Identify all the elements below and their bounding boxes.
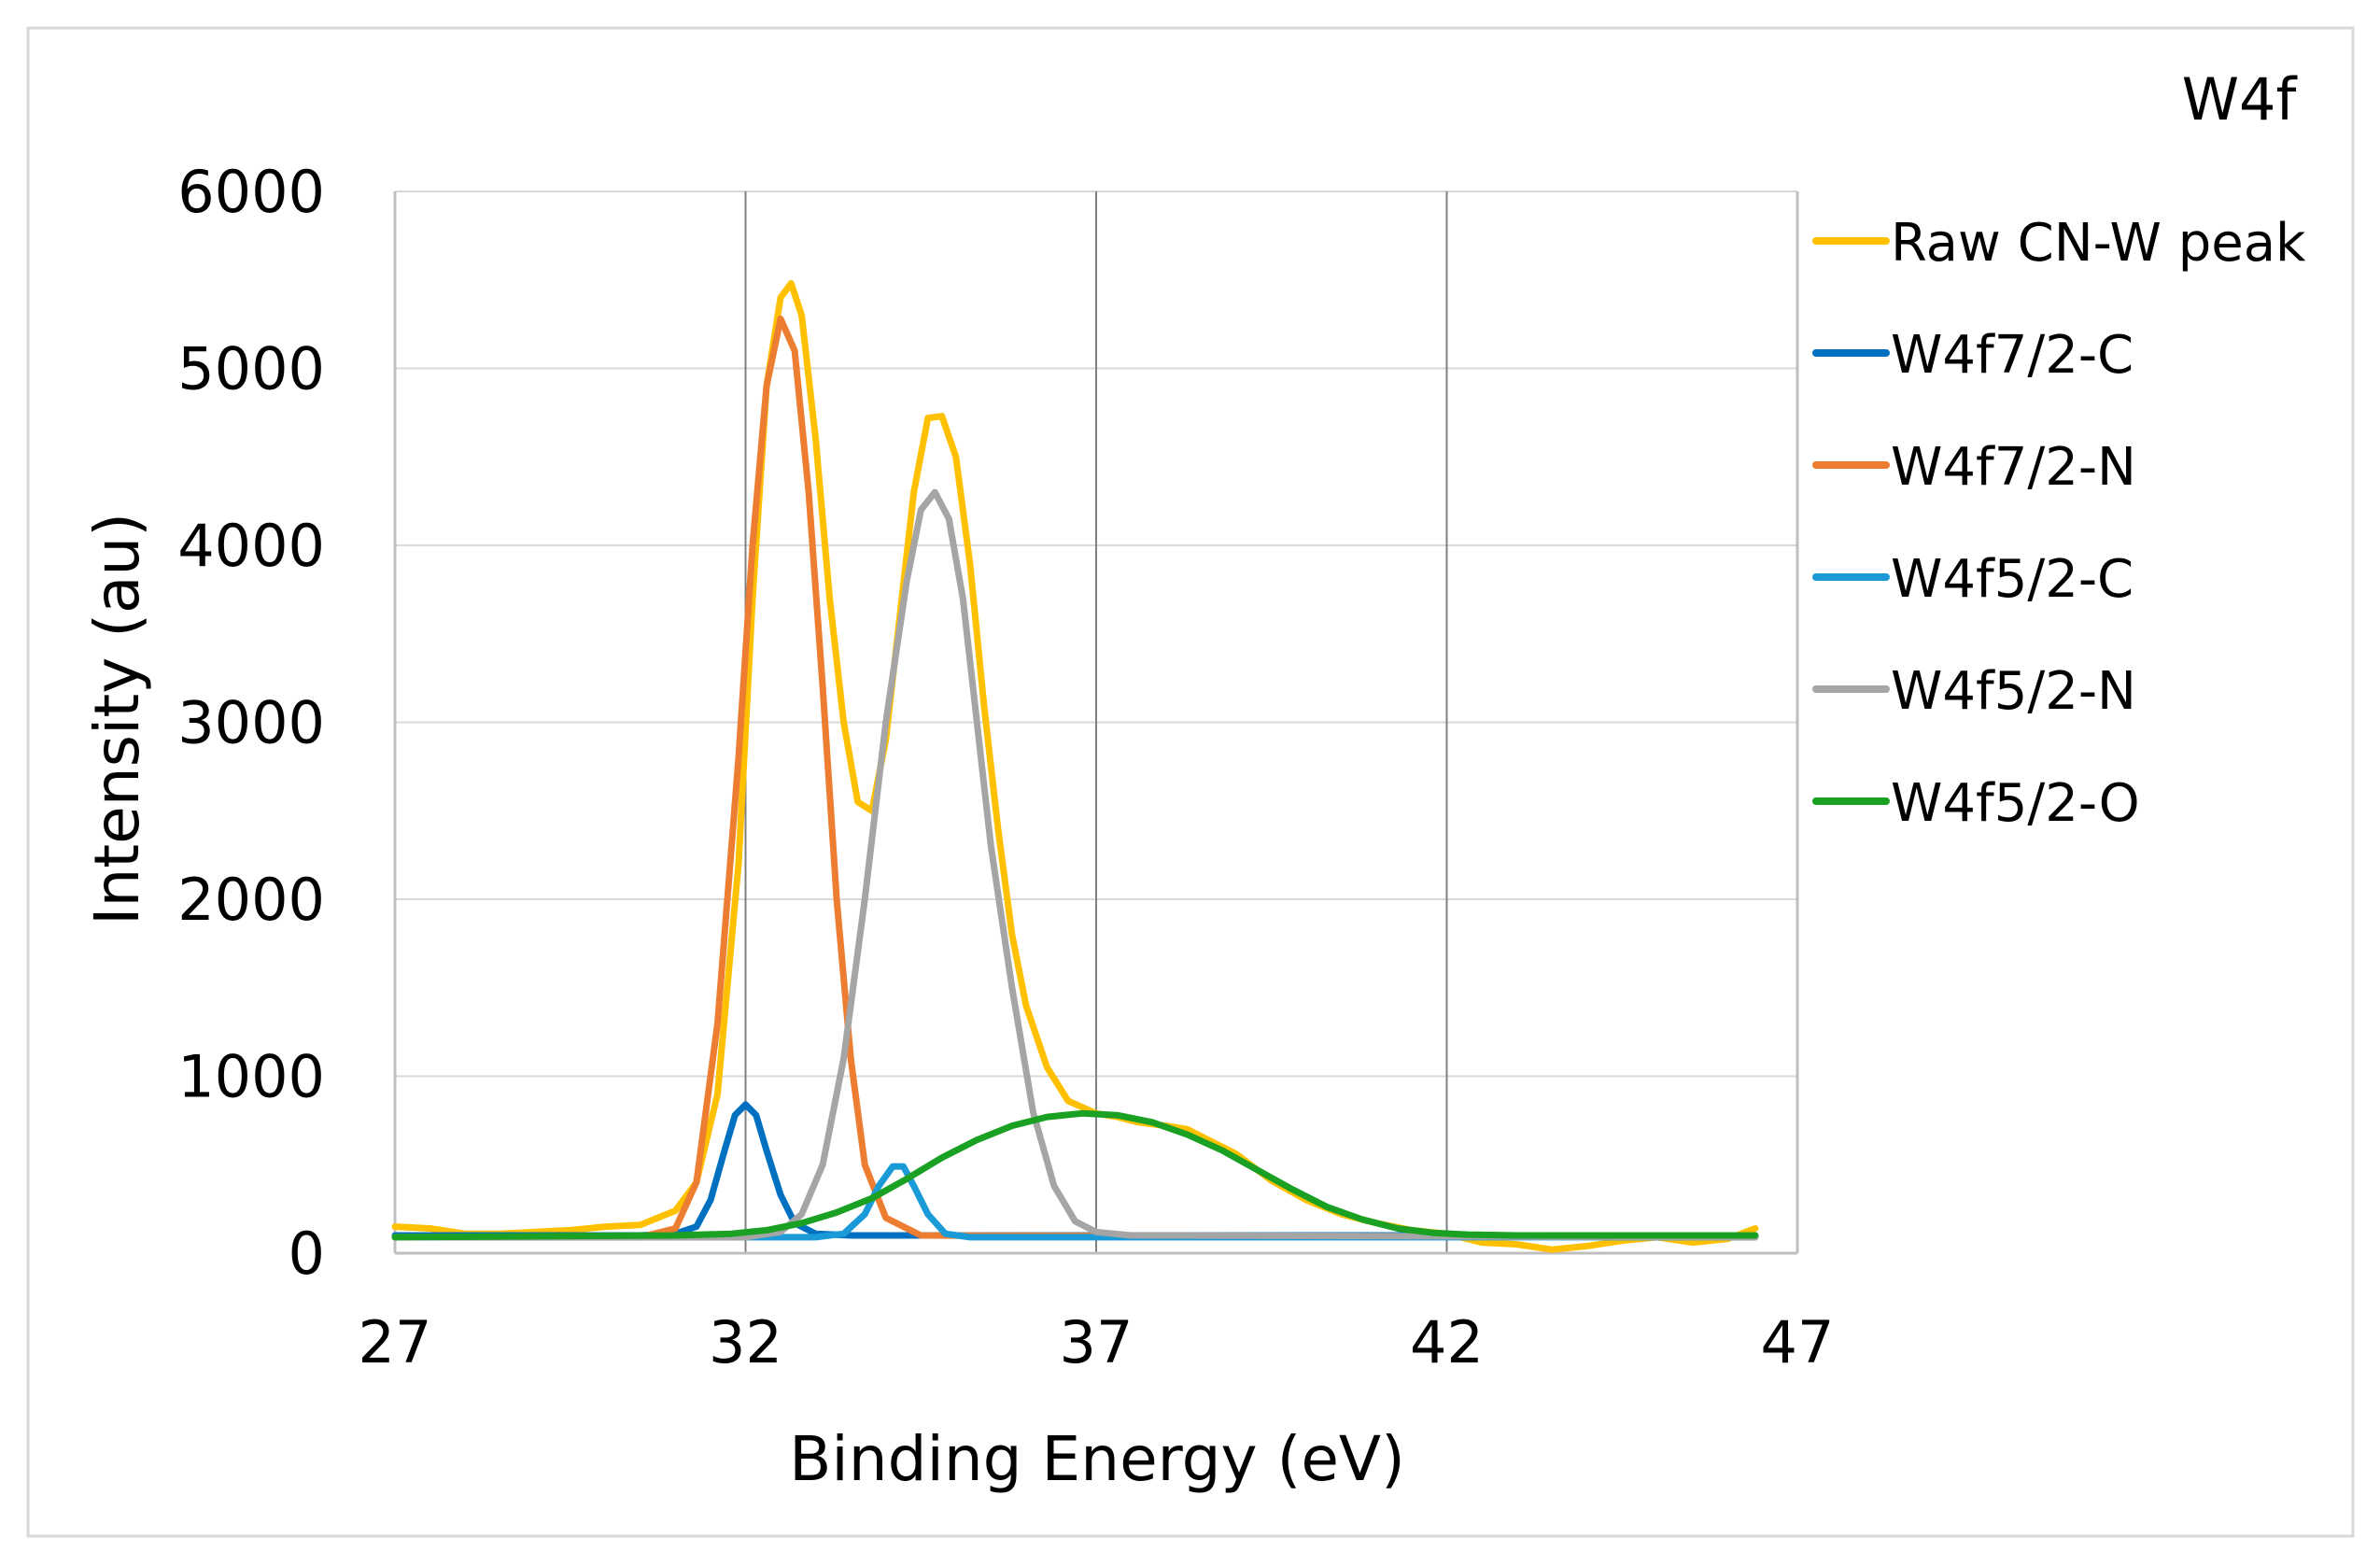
y-tick-label: 3000: [177, 689, 325, 757]
y-tick-label: 4000: [177, 512, 325, 580]
y-tick-label: 5000: [177, 335, 325, 403]
legend-label-0: Raw CN-W peak: [1891, 213, 2306, 274]
x-tick-label: 42: [1410, 1308, 1484, 1376]
series-line-5: [391, 1109, 1759, 1241]
chart-title: W4f: [2182, 65, 2299, 134]
legend-label-1: W4f7/2-C: [1891, 325, 2134, 386]
x-tick-label: 27: [359, 1308, 432, 1376]
tick-labels: 0 1000 2000 3000 4000 5000 6000 27 32 37 42 47: [177, 158, 1834, 1376]
x-tick-label: 37: [1060, 1308, 1134, 1376]
y-tick-label: 0: [289, 1220, 325, 1288]
series-line-4: [391, 488, 1759, 1241]
legend-label-5: W4f5/2-O: [1891, 773, 2140, 834]
series-lines: [391, 280, 1759, 1253]
gridlines: [395, 190, 1797, 1253]
series-line-3: [391, 1163, 1759, 1241]
x-axis-title: Binding Energy (eV): [789, 1423, 1405, 1495]
y-tick-label: 1000: [177, 1043, 325, 1111]
legend-label-2: W4f7/2-N: [1891, 437, 2136, 498]
y-tick-label: 6000: [177, 158, 325, 226]
axes: [393, 191, 1799, 1255]
x-tick-label: 47: [1761, 1308, 1835, 1376]
legend-label-3: W4f5/2-C: [1891, 549, 2134, 610]
y-axis-title: Intensity (au): [81, 513, 153, 925]
series-line-1: [391, 1101, 1759, 1239]
x-tick-label: 32: [709, 1308, 782, 1376]
legend: Raw CN-W peak W4f7/2-C W4f7/2-N W4f5/2-C W4f…: [1812, 213, 2306, 834]
legend-label-4: W4f5/2-N: [1891, 661, 2136, 722]
series-line-2: [391, 315, 1759, 1241]
chart-border: [26, 26, 2355, 1538]
y-tick-label: 2000: [177, 866, 325, 934]
